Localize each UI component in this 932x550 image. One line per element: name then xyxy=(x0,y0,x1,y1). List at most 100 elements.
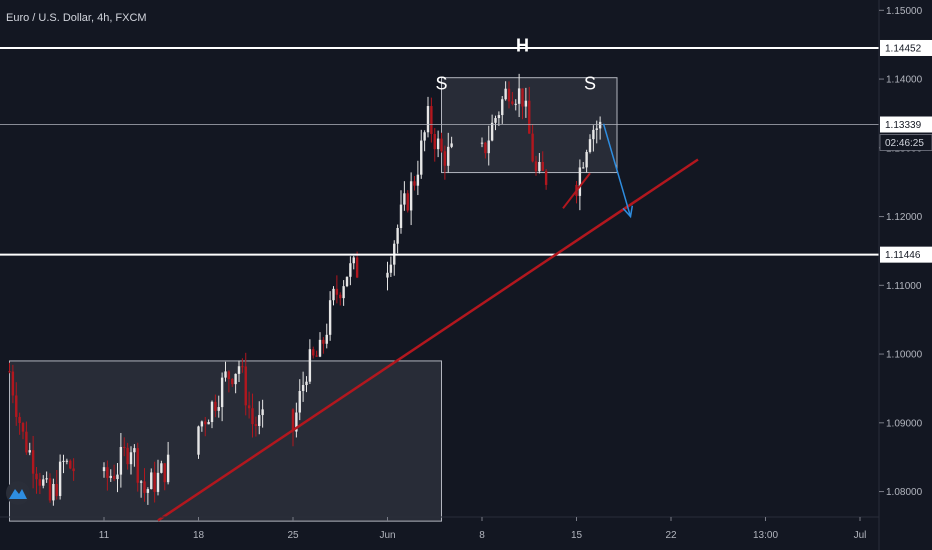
candle xyxy=(227,370,231,393)
candle xyxy=(58,454,62,500)
y-tick-label: 1.11000 xyxy=(886,281,922,292)
candle xyxy=(129,446,133,475)
candle xyxy=(217,395,220,418)
candle xyxy=(136,442,139,492)
candle xyxy=(254,416,258,437)
candle xyxy=(403,181,406,211)
candle xyxy=(11,364,15,404)
y-tick-label: 1.08000 xyxy=(886,487,923,498)
candle xyxy=(18,412,21,435)
candle xyxy=(72,458,75,481)
candle xyxy=(328,291,332,341)
candle xyxy=(436,130,440,158)
candle xyxy=(15,382,18,426)
candle xyxy=(416,160,420,196)
candle xyxy=(109,469,112,482)
candle xyxy=(386,261,389,291)
candle xyxy=(139,480,143,498)
x-tick-label: Jul xyxy=(854,530,867,541)
candle xyxy=(588,134,592,154)
candle xyxy=(298,379,301,421)
candle xyxy=(443,145,447,180)
price-label-box-1 xyxy=(880,39,932,56)
zone-box-1[interactable] xyxy=(9,360,442,522)
candle xyxy=(585,149,588,173)
candle xyxy=(355,251,359,279)
candle xyxy=(538,152,541,174)
candle xyxy=(582,162,585,169)
candle xyxy=(102,462,106,478)
x-tick-label: Jun xyxy=(379,530,395,541)
candle xyxy=(200,420,204,432)
candle xyxy=(399,190,403,234)
candle xyxy=(207,419,210,425)
candle xyxy=(143,468,146,502)
candle xyxy=(497,111,501,126)
pattern-label-3: S xyxy=(584,73,596,93)
projection-arrow[interactable] xyxy=(602,123,632,217)
candle xyxy=(8,362,11,374)
candle xyxy=(396,224,399,254)
candle xyxy=(426,96,430,138)
candle xyxy=(204,416,207,437)
candle xyxy=(48,473,52,503)
candle xyxy=(231,378,234,387)
candle xyxy=(598,116,602,140)
chart-title: Euro / U.S. Dollar, 4h, FXCM xyxy=(6,12,147,24)
candle xyxy=(447,132,450,173)
candle xyxy=(315,350,318,357)
horizontal-lines xyxy=(0,46,879,256)
candle xyxy=(420,129,423,179)
candle xyxy=(126,442,129,470)
candle xyxy=(406,190,409,213)
y-tick-label: 1.15000 xyxy=(886,6,923,17)
drawings xyxy=(157,123,699,522)
projection-arrow-head xyxy=(622,205,634,219)
candle xyxy=(197,425,200,459)
candle xyxy=(42,475,45,489)
candle xyxy=(440,132,443,153)
candle xyxy=(521,88,524,120)
price-axis[interactable]: 1.150001.140001.130001.120001.110001.100… xyxy=(879,6,932,498)
candle xyxy=(52,478,55,506)
tradingview-logo-icon[interactable] xyxy=(6,481,30,505)
candle xyxy=(163,462,166,491)
candle xyxy=(352,255,355,270)
candle xyxy=(31,435,35,489)
neckline-trendline[interactable] xyxy=(562,172,591,209)
candle xyxy=(247,391,251,419)
candle xyxy=(116,463,119,493)
candle xyxy=(295,402,298,438)
candle xyxy=(166,441,170,485)
candle xyxy=(244,352,247,416)
candle xyxy=(305,376,308,393)
candle xyxy=(224,361,227,382)
candle xyxy=(413,175,416,191)
candle xyxy=(38,472,42,495)
candle xyxy=(55,469,58,500)
support-trendline[interactable] xyxy=(157,158,699,522)
y-tick-label: 1.14000 xyxy=(886,75,923,86)
candle xyxy=(534,155,538,176)
y-tick-label: 1.09000 xyxy=(886,418,923,429)
candle xyxy=(490,114,494,142)
candle xyxy=(501,96,504,124)
candle xyxy=(504,81,507,101)
x-tick-label: 11 xyxy=(99,530,110,541)
candle xyxy=(21,421,25,440)
candle xyxy=(241,358,244,373)
candle xyxy=(234,373,237,394)
candle xyxy=(28,442,31,456)
candle xyxy=(106,460,109,491)
candle xyxy=(237,360,241,383)
candle xyxy=(349,256,352,286)
candle xyxy=(146,487,150,505)
candle xyxy=(65,458,69,465)
time-axis[interactable]: 11 18 25 Jun 8 15 22 13:00 Jul xyxy=(99,517,867,541)
pattern-label-1: S xyxy=(435,73,447,93)
candle xyxy=(544,168,548,190)
price-label-1: 1.14452 xyxy=(885,43,922,54)
countdown-label: 02:46:25 xyxy=(885,138,924,149)
